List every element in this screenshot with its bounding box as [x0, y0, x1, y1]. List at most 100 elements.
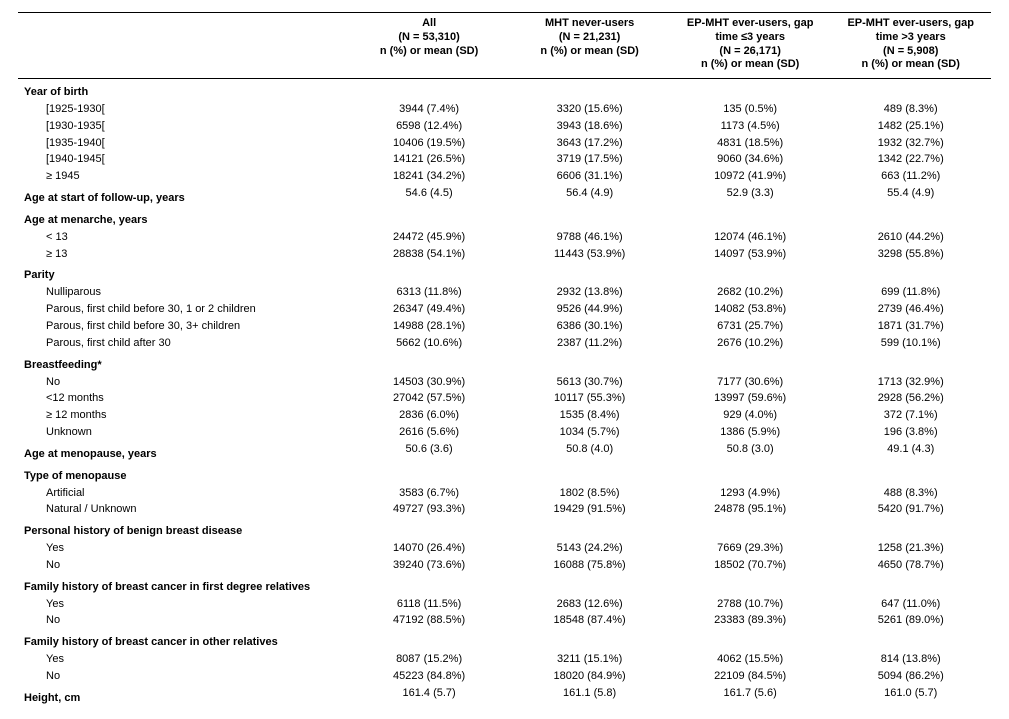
cell-value: 699 (11.8%) — [830, 284, 991, 301]
cell-value: 39240 (73.6%) — [349, 557, 510, 574]
cell-value — [509, 79, 670, 101]
table-row: Unknown2616 (5.6%)1034 (5.7%)1386 (5.9%)… — [18, 424, 991, 441]
row-label: [1925-1930[ — [18, 101, 349, 118]
cell-value: 814 (13.8%) — [830, 651, 991, 668]
row-label: ≥ 13 — [18, 246, 349, 263]
row-label: Nulliparous — [18, 284, 349, 301]
row-label: Natural / Unknown — [18, 501, 349, 518]
row-label: Unknown — [18, 424, 349, 441]
row-label: < 13 — [18, 229, 349, 246]
row-label: Yes — [18, 540, 349, 557]
header-line: MHT never-users — [515, 17, 664, 31]
row-label: Parous, first child before 30, 1 or 2 ch… — [18, 301, 349, 318]
cell-value: 9060 (34.6%) — [670, 151, 831, 168]
table-row: Family history of breast cancer in other… — [18, 629, 991, 651]
cell-value: 14988 (28.1%) — [349, 318, 510, 335]
cell-value — [670, 352, 831, 374]
table-row: [1925-1930[3944 (7.4%)3320 (15.6%)135 (0… — [18, 101, 991, 118]
table-row: <12 months27042 (57.5%)10117 (55.3%)1399… — [18, 390, 991, 407]
header-line: time >3 years — [836, 31, 985, 45]
cell-value — [670, 79, 831, 101]
cell-value: 2932 (13.8%) — [509, 284, 670, 301]
row-label: Artificial — [18, 485, 349, 502]
cell-value: 5094 (86.2%) — [830, 668, 991, 685]
cell-value: 18241 (34.2%) — [349, 168, 510, 185]
table-row: Yes14070 (26.4%)5143 (24.2%)7669 (29.3%)… — [18, 540, 991, 557]
cell-value: 2788 (10.7%) — [670, 596, 831, 613]
cell-value: 18502 (70.7%) — [670, 557, 831, 574]
cell-value: 3211 (15.1%) — [509, 651, 670, 668]
header-line: (N = 53,310) — [355, 31, 504, 45]
cell-value: 5420 (91.7%) — [830, 501, 991, 518]
cell-value: 3320 (15.6%) — [509, 101, 670, 118]
cell-value: 6598 (12.4%) — [349, 118, 510, 135]
cell-value: 3719 (17.5%) — [509, 151, 670, 168]
header-col-3: EP-MHT ever-users, gaptime >3 years(N = … — [830, 13, 991, 79]
row-label: Age at start of follow-up, years — [18, 185, 349, 207]
row-label: <12 months — [18, 390, 349, 407]
cell-value: 54.6 (4.5) — [349, 185, 510, 207]
cell-value: 2739 (46.4%) — [830, 301, 991, 318]
header-line: n (%) or mean (SD) — [676, 58, 825, 72]
cell-value: 12074 (46.1%) — [670, 229, 831, 246]
row-label: Breastfeeding* — [18, 352, 349, 374]
cell-value: 1871 (31.7%) — [830, 318, 991, 335]
cell-value: 488 (8.3%) — [830, 485, 991, 502]
header-col-0: All(N = 53,310)n (%) or mean (SD) — [349, 13, 510, 79]
cell-value: 5261 (89.0%) — [830, 612, 991, 629]
table-row: [1935-1940[10406 (19.5%)3643 (17.2%)4831… — [18, 135, 991, 152]
table-row: Breastfeeding* — [18, 352, 991, 374]
table-row: ≥ 12 months2836 (6.0%)1535 (8.4%)929 (4.… — [18, 407, 991, 424]
table-row: No45223 (84.8%)18020 (84.9%)22109 (84.5%… — [18, 668, 991, 685]
cell-value: 599 (10.1%) — [830, 335, 991, 352]
cell-value: 3943 (18.6%) — [509, 118, 670, 135]
characteristics-table: All(N = 53,310)n (%) or mean (SD) MHT ne… — [18, 12, 991, 707]
cell-value: 6606 (31.1%) — [509, 168, 670, 185]
cell-value: 161.7 (5.6) — [670, 685, 831, 707]
cell-value: 52.9 (3.3) — [670, 185, 831, 207]
table-row: Parous, first child before 30, 3+ childr… — [18, 318, 991, 335]
cell-value: 10406 (19.5%) — [349, 135, 510, 152]
row-label: Family history of breast cancer in other… — [18, 629, 349, 651]
cell-value — [830, 463, 991, 485]
cell-value: 24878 (95.1%) — [670, 501, 831, 518]
cell-value: 28838 (54.1%) — [349, 246, 510, 263]
cell-value: 55.4 (4.9) — [830, 185, 991, 207]
cell-value: 26347 (49.4%) — [349, 301, 510, 318]
cell-value — [509, 463, 670, 485]
cell-value: 372 (7.1%) — [830, 407, 991, 424]
table-row: Yes8087 (15.2%)3211 (15.1%)4062 (15.5%)8… — [18, 651, 991, 668]
row-label: ≥ 12 months — [18, 407, 349, 424]
row-label: Height, cm — [18, 685, 349, 707]
cell-value: 2836 (6.0%) — [349, 407, 510, 424]
cell-value: 161.0 (5.7) — [830, 685, 991, 707]
cell-value: 14121 (26.5%) — [349, 151, 510, 168]
table-row: Height, cm161.4 (5.7)161.1 (5.8)161.7 (5… — [18, 685, 991, 707]
row-label: No — [18, 668, 349, 685]
header-line: (N = 5,908) — [836, 45, 985, 59]
row-label: No — [18, 557, 349, 574]
table-row: < 1324472 (45.9%)9788 (46.1%)12074 (46.1… — [18, 229, 991, 246]
cell-value — [509, 352, 670, 374]
cell-value: 18548 (87.4%) — [509, 612, 670, 629]
cell-value: 4650 (78.7%) — [830, 557, 991, 574]
header-line: EP-MHT ever-users, gap — [676, 17, 825, 31]
cell-value: 1293 (4.9%) — [670, 485, 831, 502]
cell-value: 10972 (41.9%) — [670, 168, 831, 185]
cell-value: 6731 (25.7%) — [670, 318, 831, 335]
cell-value: 27042 (57.5%) — [349, 390, 510, 407]
cell-value: 1932 (32.7%) — [830, 135, 991, 152]
cell-value — [670, 262, 831, 284]
table-row: Age at menopause, years50.6 (3.6)50.8 (4… — [18, 441, 991, 463]
row-label: Yes — [18, 596, 349, 613]
header-line: (N = 26,171) — [676, 45, 825, 59]
cell-value — [670, 207, 831, 229]
table-row: Type of menopause — [18, 463, 991, 485]
cell-value: 1535 (8.4%) — [509, 407, 670, 424]
row-label: Parous, first child after 30 — [18, 335, 349, 352]
cell-value — [670, 629, 831, 651]
cell-value: 18020 (84.9%) — [509, 668, 670, 685]
table-row: Nulliparous6313 (11.8%)2932 (13.8%)2682 … — [18, 284, 991, 301]
cell-value: 49.1 (4.3) — [830, 441, 991, 463]
cell-value: 7669 (29.3%) — [670, 540, 831, 557]
